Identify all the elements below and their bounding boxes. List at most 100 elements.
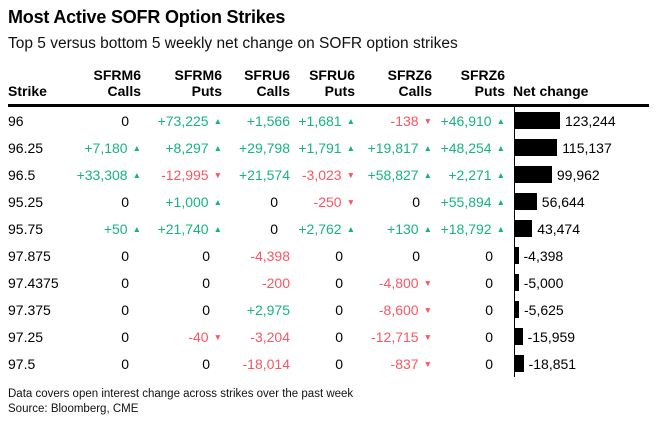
net-change-bar [515, 355, 524, 372]
down-arrow-icon: ▼ [423, 332, 432, 342]
column-header-net-change: Net change [505, 83, 649, 99]
up-arrow-icon: ▲ [496, 143, 505, 153]
column-header-line2: Calls [256, 83, 290, 99]
value-text: 0 [485, 355, 493, 372]
value-text: +48,254 [440, 139, 492, 156]
value-cell: -12,715 ▼ [355, 329, 432, 345]
value-cell: 0 [141, 356, 222, 372]
net-change-axis: 43,474 [514, 215, 580, 242]
strike-cell: 97.375 [8, 301, 51, 318]
value-text: 0 [202, 247, 210, 264]
table-header-row: Strike SFRM6 Calls SFRM6 Puts SFRU6 Calls SFRU6… [8, 67, 649, 107]
net-change-bar [515, 328, 523, 345]
value-text: 0 [335, 355, 343, 372]
strike-cell: 95.25 [8, 193, 44, 210]
value-cell: +73,225 ▲ [141, 113, 222, 129]
value-cell: +8,297 ▲ [141, 140, 222, 156]
net-change-axis: 56,644 [514, 188, 585, 215]
value-text: 0 [485, 301, 493, 318]
column-header-line1: SFRM6 [174, 67, 222, 83]
value-text: 0 [412, 193, 420, 210]
down-arrow-icon: ▼ [213, 332, 222, 342]
value-text: -18,014 [242, 355, 290, 372]
up-arrow-icon: ▲ [423, 224, 432, 234]
value-text: +73,225 [157, 112, 209, 129]
value-cell: -837 ▼ [355, 356, 432, 372]
net-change-bar [515, 112, 560, 129]
value-cell: -12,995 ▼ [141, 167, 222, 183]
value-cell: +48,254 ▲ [432, 140, 505, 156]
column-header-line1: SFRZ6 [460, 67, 505, 83]
value-text: 0 [121, 301, 129, 318]
value-cell: 0 [290, 248, 355, 264]
column-header-line2: Calls [107, 83, 141, 99]
net-change-cell: -5,000 [505, 269, 649, 296]
value-text: +21,740 [157, 220, 209, 237]
value-text: -138 [390, 112, 419, 129]
column-header-line2: Puts [324, 83, 355, 99]
net-change-cell: 56,644 [505, 188, 649, 215]
net-change-cell: -18,851 [505, 350, 649, 377]
value-cell: +50 ▲ [62, 221, 141, 237]
value-text: +7,180 [84, 139, 128, 156]
up-arrow-icon: ▲ [496, 116, 505, 126]
net-change-axis: -5,625 [514, 296, 564, 323]
value-text: 0 [202, 274, 210, 291]
value-cell: +1,791 ▲ [290, 140, 355, 156]
column-header-sfru6-calls: SFRU6 Calls [222, 67, 290, 99]
value-text: 0 [270, 193, 278, 210]
table-row: 96.25 +7,180 ▲ +8,297 ▲ +29,798 +1,791 ▲ +19,817… [8, 134, 649, 161]
value-cell: 0 [432, 275, 505, 291]
strike-cell: 96.25 [8, 139, 44, 156]
up-arrow-icon: ▲ [132, 224, 141, 234]
value-text: -8,600 [378, 301, 419, 318]
value-cell: 0 [62, 356, 141, 372]
net-change-bar [515, 247, 519, 264]
net-change-label: -4,398 [523, 247, 564, 264]
value-text: +2,271 [448, 166, 492, 183]
strike-cell: 95.75 [8, 220, 44, 237]
value-text: 0 [202, 355, 210, 372]
value-cell: +58,827 ▲ [355, 167, 432, 183]
value-text: 0 [412, 247, 420, 264]
value-cell: -8,600 ▼ [355, 302, 432, 318]
value-text: 0 [485, 247, 493, 264]
down-arrow-icon: ▼ [423, 278, 432, 288]
up-arrow-icon: ▲ [213, 143, 222, 153]
value-text: -3,204 [250, 328, 290, 345]
value-text: -837 [390, 355, 419, 372]
table-row: 97.875 0 0 -4,398 0 0 0 -4,398 [8, 242, 649, 269]
value-text: +1,000 [165, 193, 209, 210]
value-cell: +21,740 ▲ [141, 221, 222, 237]
value-cell: -138 ▼ [355, 113, 432, 129]
value-cell: 0 [62, 194, 141, 210]
value-text: 0 [121, 193, 129, 210]
net-change-bar [515, 193, 537, 210]
value-text: -3,023 [301, 166, 342, 183]
column-header-sfrz6-calls: SFRZ6 Calls [355, 67, 432, 99]
column-header-line2: Net change [513, 83, 589, 99]
value-cell: 0 [290, 356, 355, 372]
value-cell: +2,271 ▲ [432, 167, 505, 183]
net-change-axis: -18,851 [514, 350, 576, 377]
value-cell: -4,800 ▼ [355, 275, 432, 291]
net-change-axis: 115,137 [514, 134, 612, 161]
footnote-source: Source: Bloomberg, CME [8, 403, 139, 415]
value-text: 0 [202, 301, 210, 318]
value-cell: 0 [432, 248, 505, 264]
down-arrow-icon: ▼ [423, 359, 432, 369]
value-cell: -18,014 [222, 356, 290, 372]
value-text: +2,762 [298, 220, 342, 237]
value-text: +46,910 [440, 112, 492, 129]
down-arrow-icon: ▼ [346, 197, 355, 207]
value-cell: 0 [141, 275, 222, 291]
up-arrow-icon: ▲ [213, 224, 222, 234]
strike-cell: 96.5 [8, 166, 36, 183]
value-cell: -40 ▼ [141, 329, 222, 345]
value-cell: 0 [222, 221, 290, 237]
value-text: 0 [121, 274, 129, 291]
net-change-cell: -4,398 [505, 242, 649, 269]
value-cell: 0 [355, 248, 432, 264]
value-text: +8,297 [165, 139, 209, 156]
